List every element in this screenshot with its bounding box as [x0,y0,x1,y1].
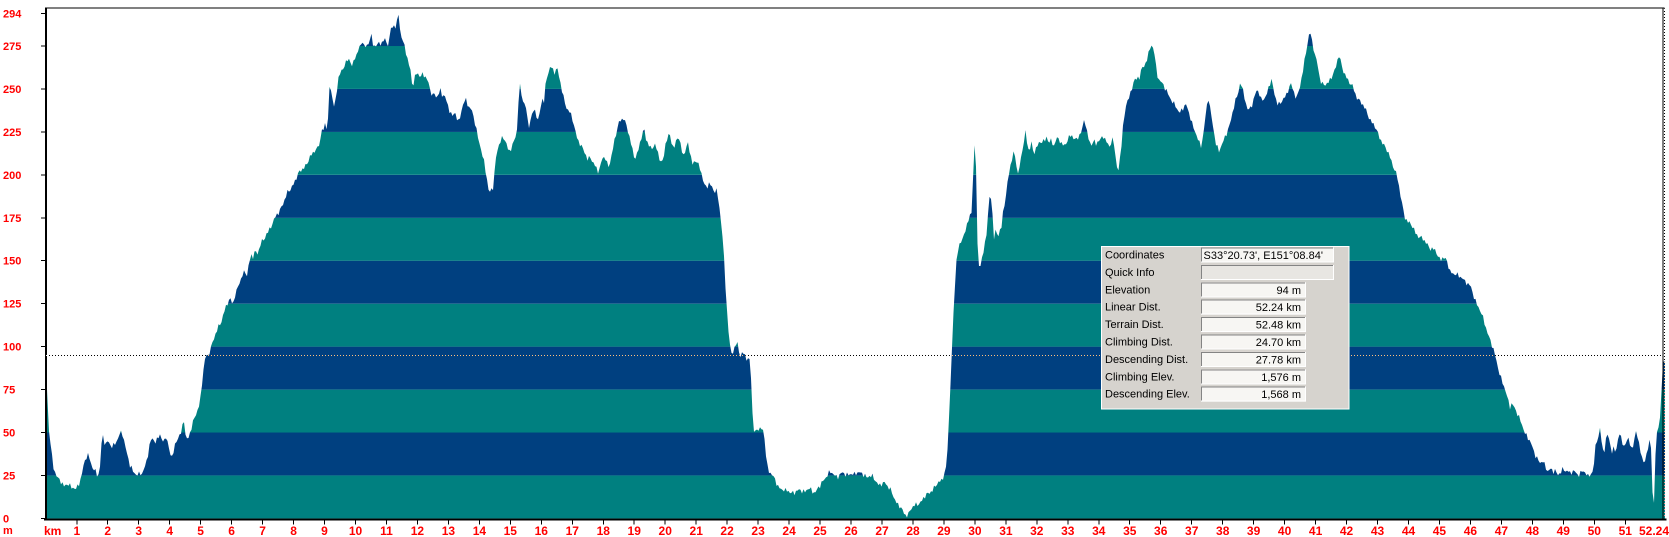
svg-text:18: 18 [597,524,611,537]
svg-text:13: 13 [442,524,456,537]
svg-text:125: 125 [3,299,21,311]
svg-text:3: 3 [135,524,142,537]
svg-text:75: 75 [3,385,15,397]
svg-text:43: 43 [1371,524,1385,537]
svg-text:50: 50 [1588,524,1602,537]
svg-text:52.48 km: 52.48 km [1256,320,1301,332]
svg-text:275: 275 [3,41,21,53]
svg-text:Quick Info: Quick Info [1105,267,1155,279]
svg-text:S33°20.73', E151°08.84': S33°20.73', E151°08.84' [1204,250,1323,262]
svg-text:36: 36 [1154,524,1168,537]
svg-text:31: 31 [999,524,1013,537]
svg-text:100: 100 [3,342,21,354]
svg-text:Descending Elev.: Descending Elev. [1105,389,1190,401]
svg-text:47: 47 [1495,524,1509,537]
svg-text:15: 15 [504,524,518,537]
svg-text:14: 14 [473,524,487,537]
svg-text:26: 26 [844,524,858,537]
svg-text:44: 44 [1402,524,1416,537]
svg-text:250: 250 [3,84,21,96]
svg-text:42: 42 [1340,524,1354,537]
svg-text:25: 25 [3,471,15,483]
svg-text:32: 32 [1030,524,1044,537]
svg-text:29: 29 [937,524,951,537]
svg-text:49: 49 [1557,524,1571,537]
svg-text:51: 51 [1619,524,1633,537]
svg-text:52.24: 52.24 [1639,524,1669,537]
svg-text:Coordinates: Coordinates [1105,250,1165,262]
svg-text:Elevation: Elevation [1105,284,1150,296]
svg-text:25: 25 [813,524,827,537]
svg-text:39: 39 [1247,524,1261,537]
svg-text:Descending Dist.: Descending Dist. [1105,354,1188,366]
svg-text:45: 45 [1433,524,1447,537]
svg-text:21: 21 [690,524,704,537]
svg-text:30: 30 [968,524,982,537]
svg-text:11: 11 [380,524,393,537]
svg-text:27.78 km: 27.78 km [1256,354,1301,366]
svg-text:48: 48 [1526,524,1540,537]
svg-text:94 m: 94 m [1277,285,1301,297]
svg-text:8: 8 [290,524,297,537]
svg-text:1,568 m: 1,568 m [1261,389,1301,401]
svg-text:50: 50 [3,428,15,440]
svg-text:12: 12 [411,524,425,537]
svg-text:17: 17 [566,524,580,537]
svg-text:1,576 m: 1,576 m [1261,372,1301,384]
svg-text:52.24 km: 52.24 km [1256,302,1301,314]
svg-text:24: 24 [782,524,796,537]
svg-text:37: 37 [1185,524,1199,537]
svg-text:23: 23 [751,524,765,537]
svg-text:km: km [44,524,61,537]
svg-text:24.70 km: 24.70 km [1256,337,1301,349]
svg-text:20: 20 [659,524,673,537]
svg-text:10: 10 [349,524,363,537]
svg-text:19: 19 [628,524,642,537]
svg-text:1: 1 [73,524,80,537]
svg-text:150: 150 [3,256,21,268]
svg-text:Climbing Elev.: Climbing Elev. [1105,371,1175,383]
svg-text:33: 33 [1061,524,1075,537]
svg-text:0: 0 [3,513,9,525]
svg-text:Linear Dist.: Linear Dist. [1105,302,1161,314]
svg-text:22: 22 [720,524,734,537]
svg-text:40: 40 [1278,524,1292,537]
svg-text:27: 27 [875,524,889,537]
svg-text:34: 34 [1092,524,1106,537]
svg-text:Climbing Dist.: Climbing Dist. [1105,337,1173,349]
svg-text:9: 9 [321,524,328,537]
svg-text:38: 38 [1216,524,1230,537]
svg-text:2: 2 [104,524,111,537]
svg-text:4: 4 [166,524,173,537]
svg-text:Terrain Dist.: Terrain Dist. [1105,319,1164,331]
svg-text:16: 16 [535,524,549,537]
svg-text:m: m [3,525,13,537]
svg-text:41: 41 [1309,524,1323,537]
svg-text:294: 294 [3,8,22,20]
svg-text:46: 46 [1464,524,1478,537]
svg-text:200: 200 [3,170,21,182]
svg-text:28: 28 [906,524,920,537]
svg-text:5: 5 [197,524,204,537]
svg-text:7: 7 [259,524,266,537]
svg-text:35: 35 [1123,524,1137,537]
svg-text:175: 175 [3,213,21,225]
svg-text:6: 6 [228,524,235,537]
svg-text:225: 225 [3,127,21,139]
